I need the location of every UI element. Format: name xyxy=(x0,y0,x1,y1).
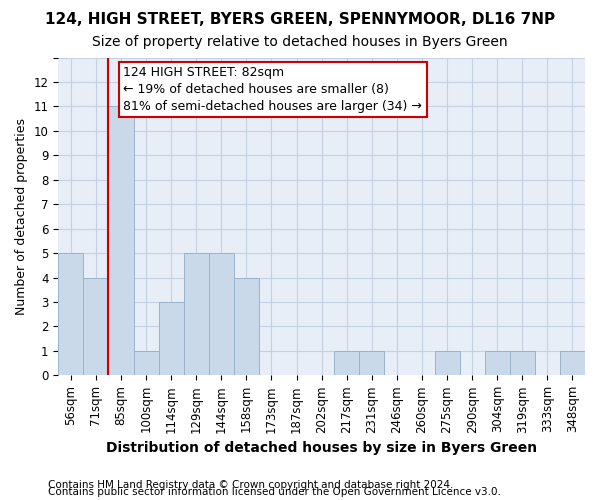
Bar xyxy=(83,278,109,376)
Bar xyxy=(560,351,585,376)
X-axis label: Distribution of detached houses by size in Byers Green: Distribution of detached houses by size … xyxy=(106,441,537,455)
Text: 124 HIGH STREET: 82sqm
← 19% of detached houses are smaller (8)
81% of semi-deta: 124 HIGH STREET: 82sqm ← 19% of detached… xyxy=(124,66,422,113)
Bar xyxy=(485,351,510,376)
Bar xyxy=(184,253,209,376)
Y-axis label: Number of detached properties: Number of detached properties xyxy=(15,118,28,315)
Bar xyxy=(134,351,158,376)
Text: 124, HIGH STREET, BYERS GREEN, SPENNYMOOR, DL16 7NP: 124, HIGH STREET, BYERS GREEN, SPENNYMOO… xyxy=(45,12,555,28)
Text: Contains HM Land Registry data © Crown copyright and database right 2024.: Contains HM Land Registry data © Crown c… xyxy=(48,480,454,490)
Text: Contains public sector information licensed under the Open Government Licence v3: Contains public sector information licen… xyxy=(48,487,501,497)
Bar xyxy=(158,302,184,376)
Bar xyxy=(334,351,359,376)
Bar xyxy=(58,253,83,376)
Bar xyxy=(234,278,259,376)
Bar xyxy=(510,351,535,376)
Bar xyxy=(209,253,234,376)
Bar xyxy=(359,351,385,376)
Text: Size of property relative to detached houses in Byers Green: Size of property relative to detached ho… xyxy=(92,35,508,49)
Bar xyxy=(109,106,134,376)
Bar xyxy=(434,351,460,376)
